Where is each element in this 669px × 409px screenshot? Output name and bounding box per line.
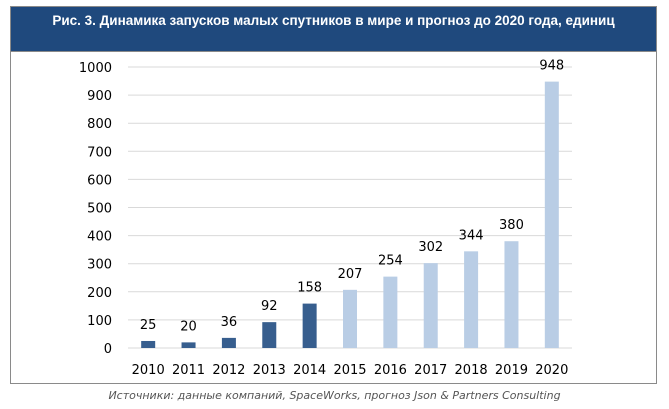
bar bbox=[181, 342, 196, 348]
data-label: 948 bbox=[539, 59, 564, 74]
x-tick-label: 2015 bbox=[333, 363, 366, 378]
y-tick-label: 800 bbox=[87, 117, 112, 132]
bar bbox=[464, 251, 479, 348]
bar bbox=[221, 337, 236, 348]
bar bbox=[544, 81, 559, 348]
data-label: 20 bbox=[180, 319, 197, 334]
x-tick-label: 2019 bbox=[495, 363, 528, 378]
data-label: 36 bbox=[221, 315, 238, 330]
y-tick-label: 0 bbox=[104, 342, 112, 357]
x-tick-label: 2016 bbox=[374, 363, 407, 378]
source-note: Источники: данные компаний, SpaceWorks, … bbox=[108, 389, 561, 402]
y-tick-label: 1000 bbox=[79, 61, 112, 76]
data-label: 344 bbox=[459, 228, 484, 243]
x-tick-label: 2011 bbox=[172, 363, 205, 378]
bar bbox=[423, 263, 438, 348]
x-tick-label: 2014 bbox=[293, 363, 326, 378]
y-tick-label: 200 bbox=[87, 286, 112, 301]
data-label: 92 bbox=[261, 299, 278, 314]
y-tick-label: 400 bbox=[87, 230, 112, 245]
x-tick-label: 2017 bbox=[414, 363, 447, 378]
bar bbox=[262, 322, 277, 348]
data-label: 254 bbox=[378, 254, 403, 269]
chart-title: Рис. 3. Динамика запусков малых спутнико… bbox=[10, 6, 657, 52]
y-tick-label: 700 bbox=[87, 145, 112, 160]
data-label: 158 bbox=[297, 281, 322, 296]
data-label: 207 bbox=[338, 267, 363, 282]
bar bbox=[504, 241, 519, 348]
bar bbox=[343, 289, 357, 348]
data-label: 25 bbox=[140, 318, 157, 333]
x-tick-label: 2013 bbox=[253, 363, 286, 378]
bar bbox=[302, 303, 317, 348]
y-tick-label: 500 bbox=[87, 202, 112, 217]
data-label: 380 bbox=[499, 218, 524, 233]
y-tick-label: 600 bbox=[87, 173, 112, 188]
x-tick-label: 2020 bbox=[535, 363, 568, 378]
x-tick-label: 2012 bbox=[212, 363, 245, 378]
x-tick-label: 2018 bbox=[455, 363, 488, 378]
bar bbox=[141, 340, 156, 348]
bar bbox=[383, 276, 398, 348]
x-tick-label: 2010 bbox=[132, 363, 165, 378]
y-tick-label: 900 bbox=[87, 89, 112, 104]
y-tick-label: 100 bbox=[87, 314, 112, 329]
y-tick-label: 300 bbox=[87, 258, 112, 273]
data-label: 302 bbox=[418, 240, 443, 255]
